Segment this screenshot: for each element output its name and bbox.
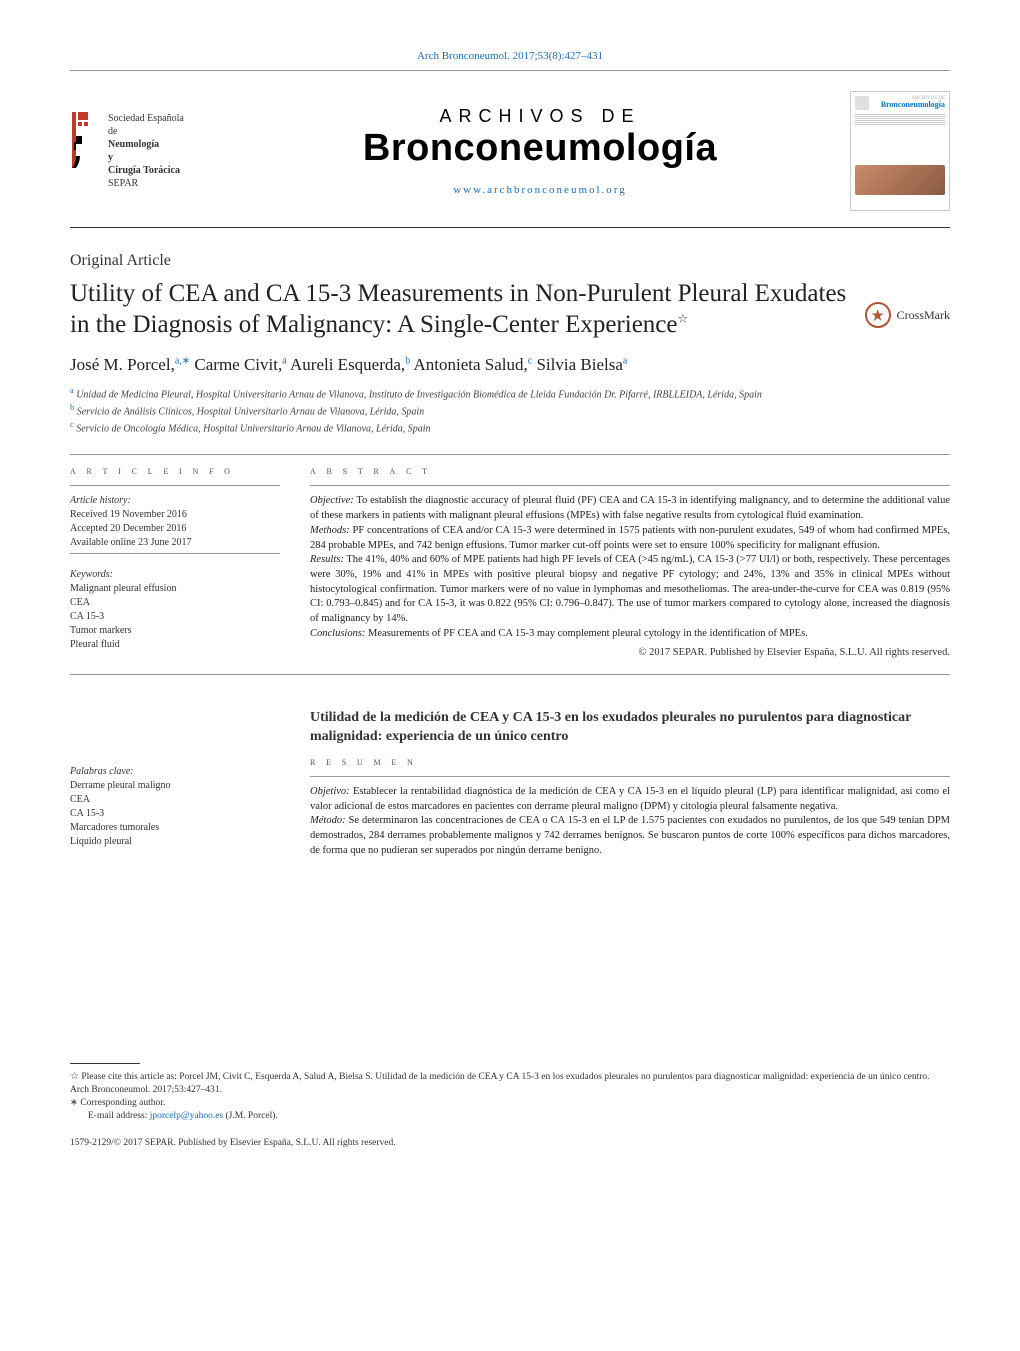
keywords-label: Keywords: xyxy=(70,568,280,582)
conclusions-label: Conclusions: xyxy=(310,628,365,639)
history-label: Article history: xyxy=(70,494,280,508)
keyword: Tumor markers xyxy=(70,624,280,638)
palabra: Marcadores tumorales xyxy=(70,821,280,835)
journal-url: www.archbronconeumol.org xyxy=(230,184,850,196)
cover-thumbnail: ARCHIVOS DE Bronconeumología xyxy=(850,91,950,211)
author: José M. Porcel,a,∗ xyxy=(70,355,190,374)
cover-lines xyxy=(855,114,945,125)
society-text: Sociedad Española de Neumología y Cirugí… xyxy=(108,112,184,190)
copyright-en: © 2017 SEPAR. Published by Elsevier Espa… xyxy=(310,647,950,658)
cover-image xyxy=(855,165,945,195)
article-history: Article history: Received 19 November 20… xyxy=(70,494,280,554)
journal-supertitle: ARCHIVOS DE xyxy=(230,106,850,127)
keyword: Malignant pleural effusion xyxy=(70,582,280,596)
rule-above-abstract xyxy=(70,454,950,455)
resumen-heading: r e s u m e n xyxy=(310,756,950,768)
cover-logo-icon xyxy=(855,96,869,110)
journal-banner: Sociedad Española de Neumología y Cirugí… xyxy=(70,79,950,223)
objetivo-text: Establecer la rentabilidad diagnóstica d… xyxy=(310,786,950,812)
rule-top xyxy=(70,70,950,71)
section-label: Original Article xyxy=(70,252,950,270)
journal-reference-link[interactable]: Arch Bronconeumol. 2017;53(8):427–431 xyxy=(417,50,603,62)
rule-abstract xyxy=(310,485,950,486)
rule-banner-bottom xyxy=(70,227,950,228)
metodo-label: Método: xyxy=(310,815,346,826)
crossmark-label: CrossMark xyxy=(897,308,950,323)
separ-logo-icon xyxy=(70,112,102,168)
objective-text: To establish the diagnostic accuracy of … xyxy=(310,495,950,521)
history-online: Available online 23 June 2017 xyxy=(70,536,280,550)
journal-url-link[interactable]: www.archbronconeumol.org xyxy=(453,184,627,196)
rule-between-langs xyxy=(70,674,950,675)
author: Aureli Esquerda,b xyxy=(290,355,410,374)
palabras-block: Palabras clave: Derrame pleural maligno … xyxy=(70,765,280,849)
society-line3: y Cirugía Torácica xyxy=(108,151,184,177)
palabras-label: Palabras clave: xyxy=(70,765,280,779)
affiliations: a Unidad de Medicina Pleural, Hospital U… xyxy=(70,385,950,437)
rule-resumen xyxy=(310,776,950,777)
star-icon: ☆ xyxy=(70,1071,79,1082)
abstract-body: Objective: To establish the diagnostic a… xyxy=(310,494,950,641)
spanish-title: Utilidad de la medición de CEA y CA 15-3… xyxy=(310,709,950,745)
email-link[interactable]: jporcelp@yahoo.es xyxy=(150,1111,223,1121)
society-line1: Sociedad Española xyxy=(108,112,184,125)
email-label: E-mail address: xyxy=(88,1111,150,1121)
keyword: CEA xyxy=(70,596,280,610)
society-line4: SEPAR xyxy=(108,177,184,190)
objetivo-label: Objetivo: xyxy=(310,786,350,797)
crossmark-badge[interactable]: CrossMark xyxy=(865,302,950,328)
crossmark-icon xyxy=(865,302,891,328)
journal-reference: Arch Bronconeumol. 2017;53(8):427–431 xyxy=(70,50,950,62)
cover-title: Bronconeumología xyxy=(881,101,945,109)
palabra: CA 15-3 xyxy=(70,807,280,821)
email-footnote: E-mail address: jporcelp@yahoo.es (J.M. … xyxy=(70,1110,950,1123)
title-star-icon: ☆ xyxy=(678,312,689,326)
affiliation: c Servicio de Oncología Médica, Hospital… xyxy=(70,419,950,436)
society-logo: Sociedad Española de Neumología y Cirugí… xyxy=(70,112,230,190)
keyword: CA 15-3 xyxy=(70,610,280,624)
metodo-text: Se determinaron las concentraciones de C… xyxy=(310,815,950,855)
results-label: Results: xyxy=(310,554,344,565)
rule-footnote xyxy=(70,1063,140,1064)
rule-mini xyxy=(70,553,280,554)
author: Silvia Bielsaa xyxy=(536,355,627,374)
palabra: CEA xyxy=(70,793,280,807)
results-text: The 41%, 40% and 60% of MPE patients had… xyxy=(310,554,950,624)
resumen-body: Objetivo: Establecer la rentabilidad dia… xyxy=(310,785,950,858)
palabra: Derrame pleural maligno xyxy=(70,779,280,793)
issn-line: 1579-2129/© 2017 SEPAR. Published by Els… xyxy=(70,1137,950,1150)
article-title: Utility of CEA and CA 15-3 Measurements … xyxy=(70,278,847,341)
society-line2: de Neumología xyxy=(108,125,184,151)
asterisk-icon: ∗ xyxy=(70,1098,78,1108)
footnotes: ☆ Please cite this article as: Porcel JM… xyxy=(70,1063,950,1149)
abstract-heading: a b s t r a c t xyxy=(310,465,950,477)
journal-title-block: ARCHIVOS DE Bronconeumología www.archbro… xyxy=(230,106,850,196)
article-info-heading: a r t i c l e i n f o xyxy=(70,465,280,477)
palabra: Líquido pleural xyxy=(70,835,280,849)
keywords-block: Keywords: Malignant pleural effusion CEA… xyxy=(70,568,280,652)
conclusions-text: Measurements of PF CEA and CA 15-3 may c… xyxy=(365,628,807,639)
history-accepted: Accepted 20 December 2016 xyxy=(70,522,280,536)
objective-label: Objective: xyxy=(310,495,354,506)
history-received: Received 19 November 2016 xyxy=(70,508,280,522)
authors: José M. Porcel,a,∗ Carme Civit,a Aureli … xyxy=(70,355,950,375)
corresponding-footnote: ∗ Corresponding author. xyxy=(70,1097,950,1110)
methods-label: Methods: xyxy=(310,525,350,536)
affiliation: a Unidad de Medicina Pleural, Hospital U… xyxy=(70,385,950,402)
journal-main-title: Bronconeumología xyxy=(230,127,850,170)
citation-footnote: ☆ Please cite this article as: Porcel JM… xyxy=(70,1070,950,1097)
affiliation: b Servicio de Análisis Clínicos, Hospita… xyxy=(70,402,950,419)
rule-info xyxy=(70,485,280,486)
keyword: Pleural fluid xyxy=(70,638,280,652)
methods-text: PF concentrations of CEA and/or CA 15-3 … xyxy=(310,525,950,551)
author: Antonieta Salud,c xyxy=(414,355,533,374)
author: Carme Civit,a xyxy=(194,355,286,374)
